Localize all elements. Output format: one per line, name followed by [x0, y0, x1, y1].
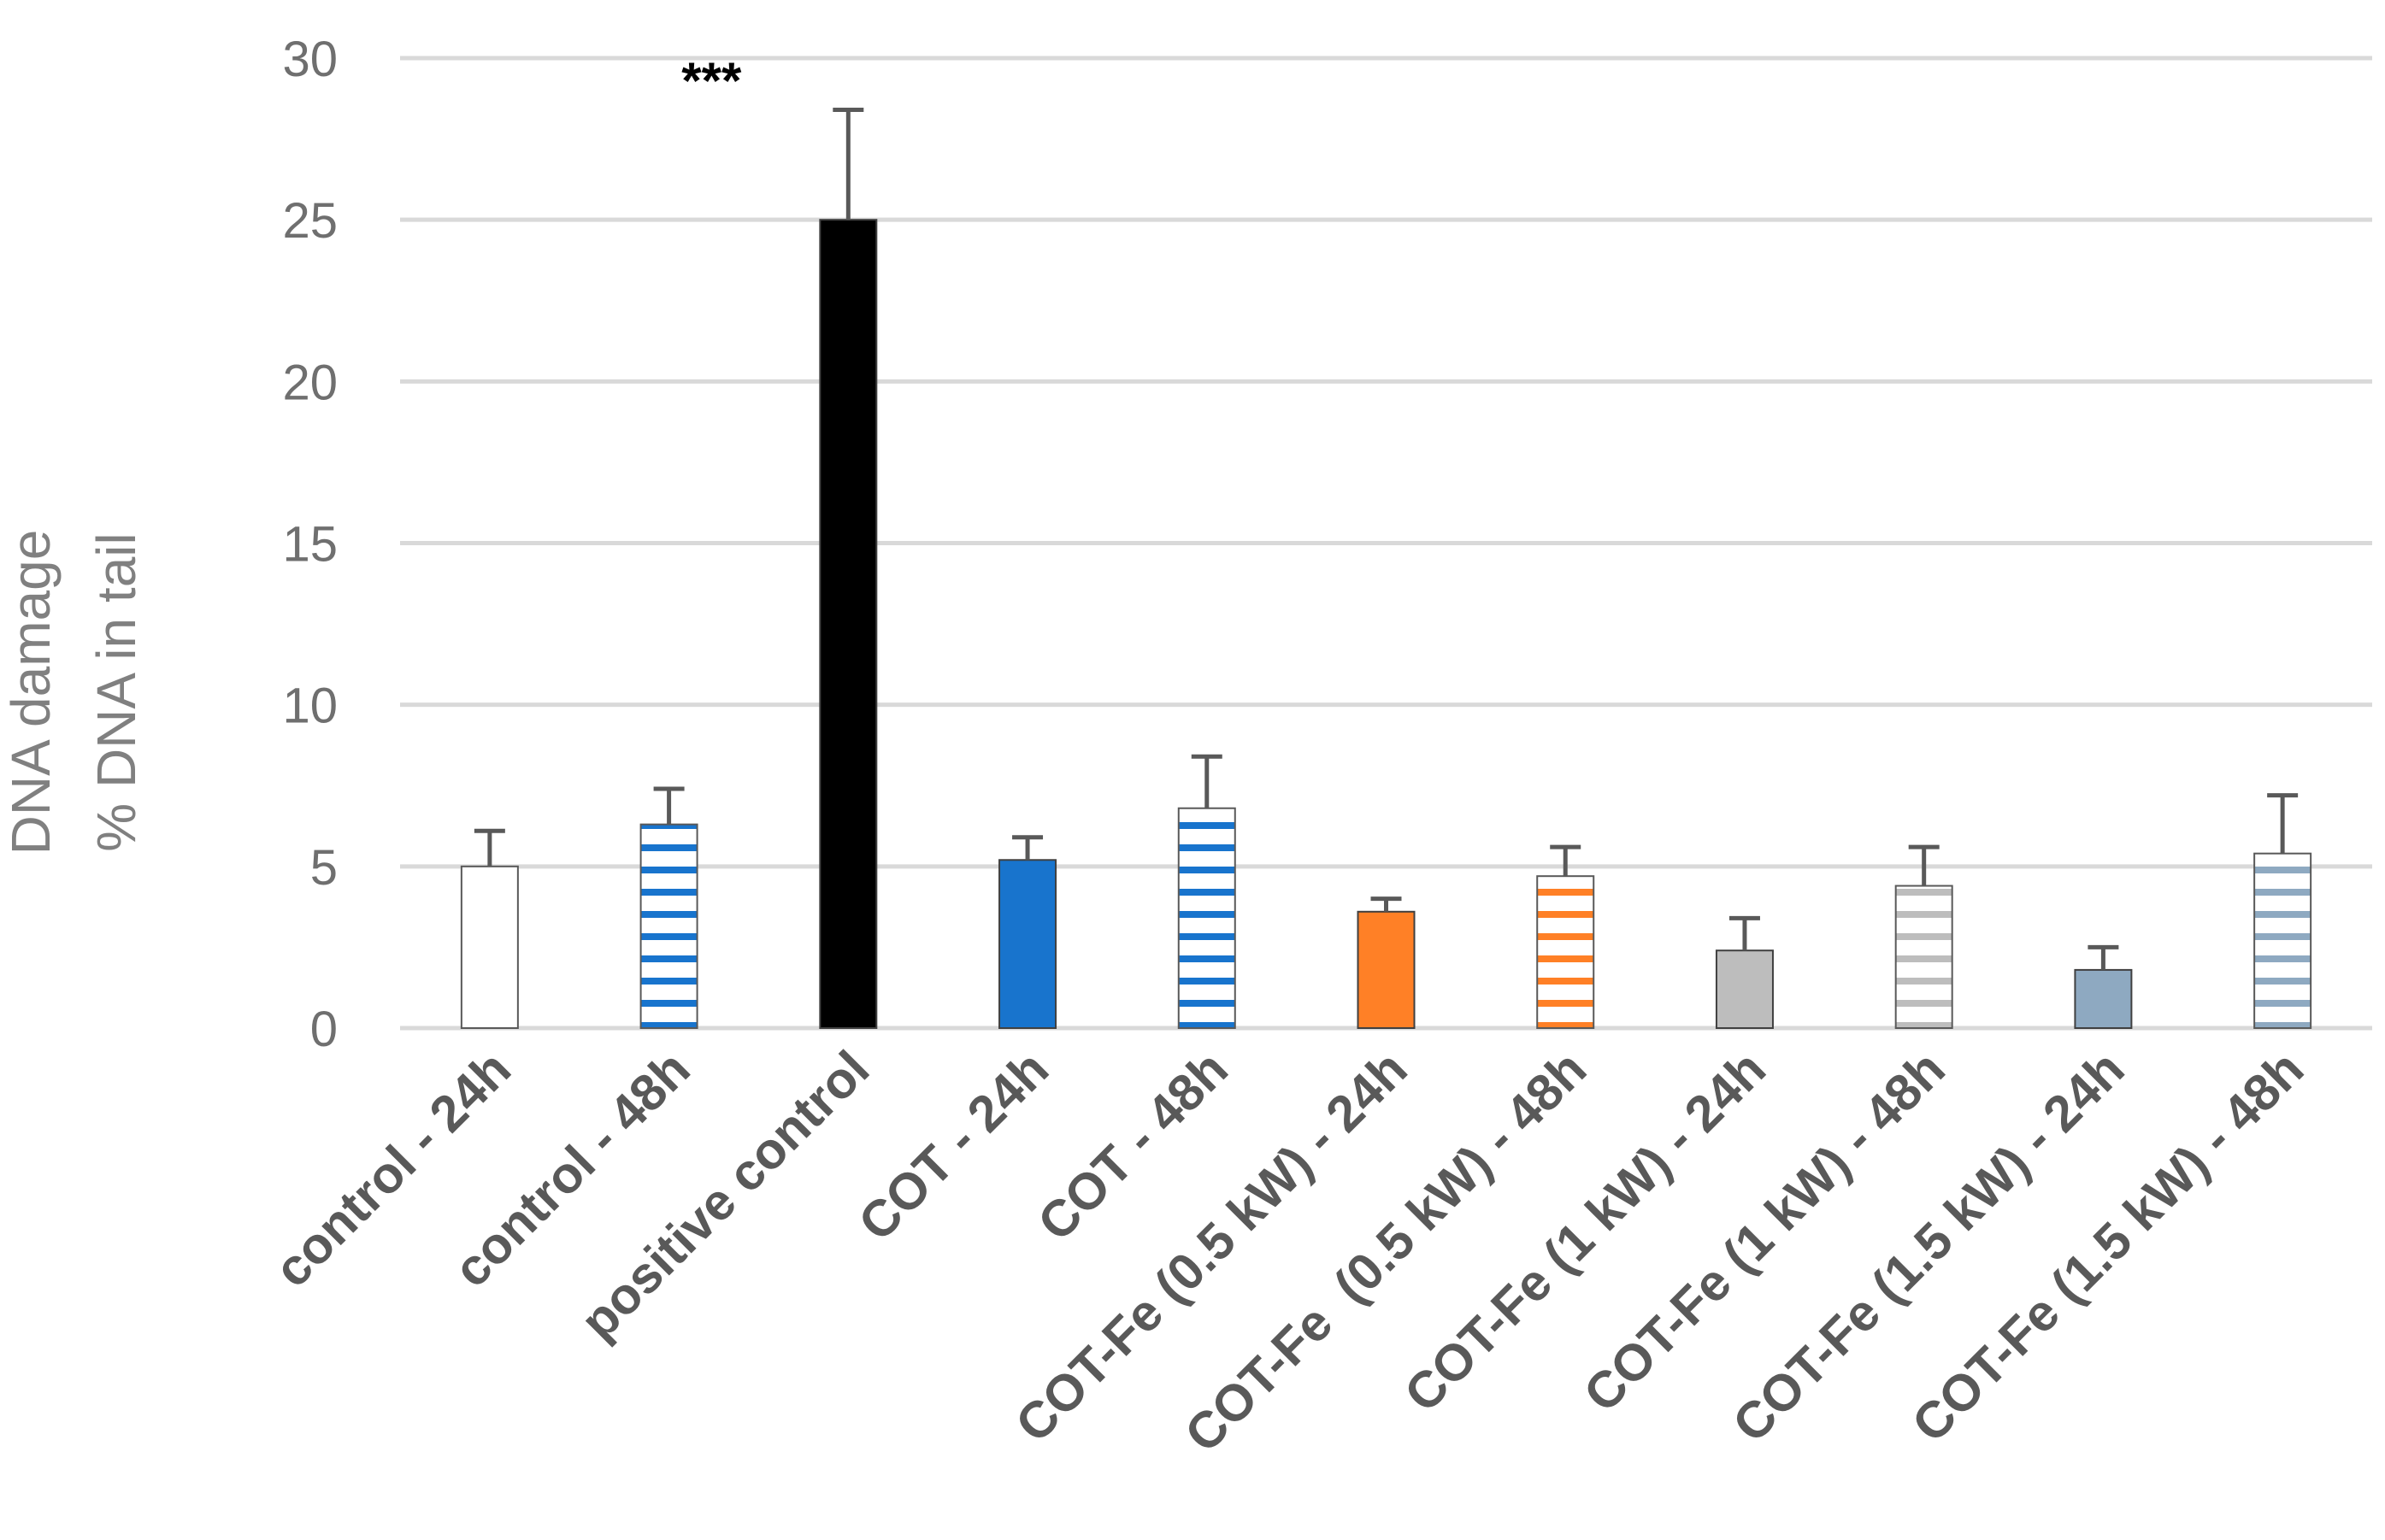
error-bar [2088, 944, 2119, 970]
error-bar [1728, 915, 1760, 951]
gridlines [400, 56, 2372, 1031]
bar [819, 219, 878, 1029]
y-axis-label-line-2: % DNA in tail [85, 532, 147, 851]
bar [998, 859, 1057, 1029]
x-tick-label: COT-Fe (1 kW) - 24h [1393, 1040, 1776, 1423]
y-tick-label: 30 [282, 32, 338, 87]
y-axis-ticks: 0 5 10 15 20 25 30 [282, 32, 338, 1057]
error-bar [833, 108, 864, 220]
error-bar [1012, 835, 1044, 861]
x-tick-label: COT-Fe (1 kW) - 48h [1573, 1040, 1956, 1423]
bar [460, 865, 519, 1029]
error-bar [1191, 754, 1222, 808]
bar [1177, 807, 1236, 1029]
error-bars [474, 108, 2299, 970]
bar [1894, 885, 1953, 1029]
y-tick-label: 5 [310, 840, 338, 896]
bar [1715, 949, 1774, 1029]
error-bar [653, 786, 685, 825]
bar [639, 823, 698, 1030]
bars [460, 219, 2312, 1030]
y-tick-label: 20 [282, 355, 338, 410]
error-bar [1370, 896, 1402, 912]
y-tick-label: 25 [282, 193, 338, 249]
y-axis-title: DNA damage % DNA in tail [0, 530, 147, 855]
bar [1357, 910, 1416, 1030]
bar [1536, 875, 1595, 1030]
y-tick-label: 15 [282, 517, 338, 573]
error-bar [474, 828, 505, 867]
significance-marker: *** [681, 52, 742, 109]
bar [2253, 852, 2312, 1030]
error-bar [1550, 844, 1581, 877]
y-tick-label: 0 [310, 1002, 338, 1057]
y-tick-label: 10 [282, 679, 338, 734]
error-bar [1908, 844, 1940, 886]
y-axis-label-line-1: DNA damage [0, 530, 62, 855]
bar [2074, 968, 2133, 1030]
error-bar [2267, 793, 2299, 854]
x-tick-label: COT - 24h [847, 1040, 1059, 1252]
annotations: *** [681, 52, 742, 109]
